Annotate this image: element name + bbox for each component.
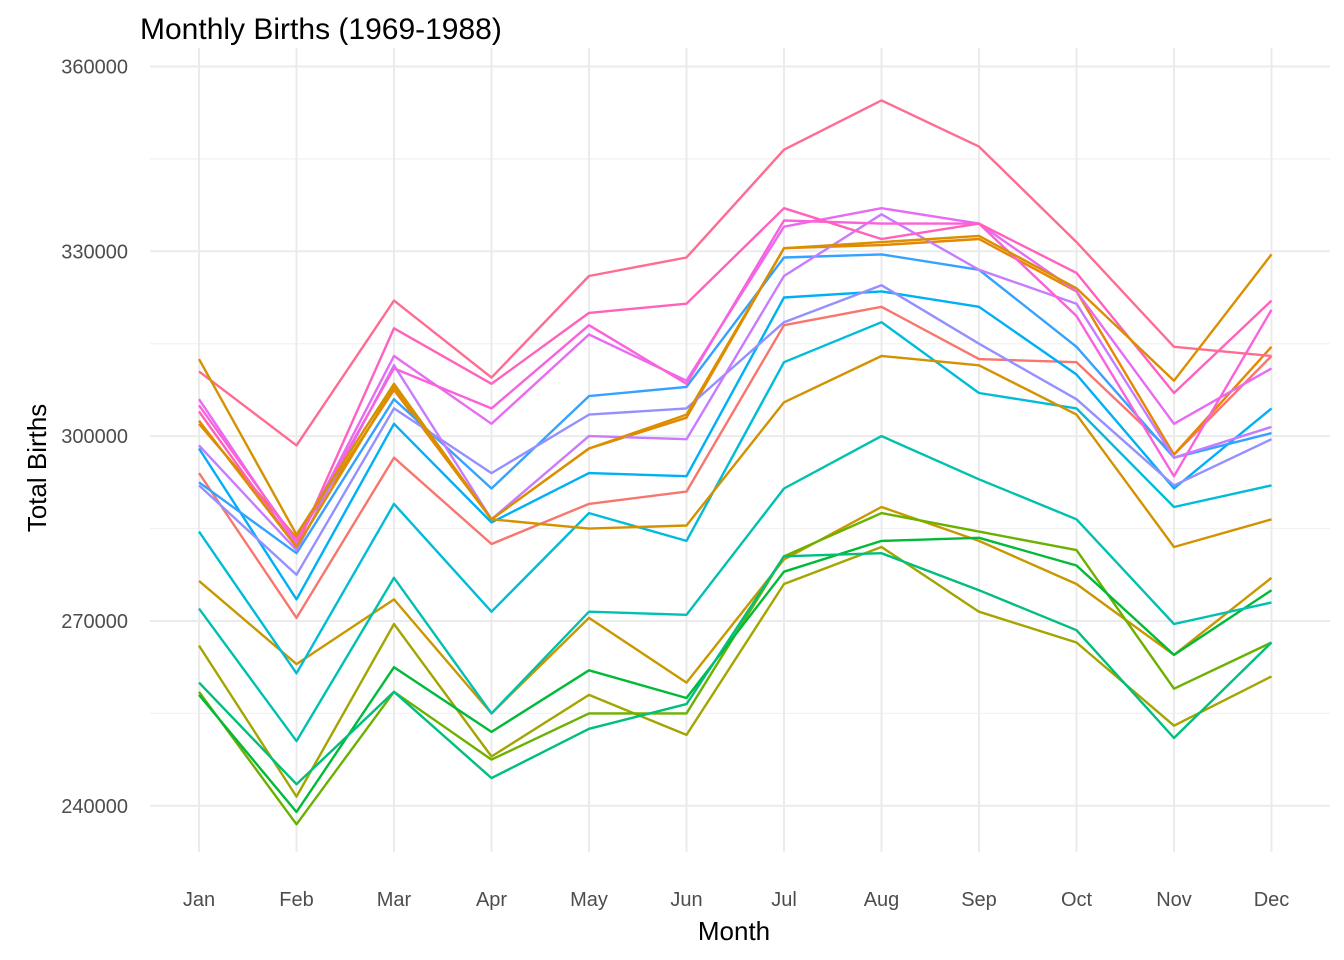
x-axis-title: Month	[698, 916, 770, 946]
series-line-17	[198, 99, 1272, 447]
x-tick-label: May	[570, 889, 608, 911]
series-line-9	[198, 321, 1272, 675]
y-tick-label: 330000	[61, 241, 128, 263]
grid	[150, 48, 1330, 852]
x-tick-label: Sep	[961, 889, 997, 911]
x-tick-label: Jun	[670, 889, 702, 911]
series-line-14	[198, 206, 1273, 546]
x-axis-ticks: Jan Feb Mar Apr May Jun Jul Aug Sep Oct Nov Dec	[183, 889, 1289, 911]
y-tick-label: 240000	[61, 796, 128, 818]
series-line-15	[198, 219, 1273, 543]
series-line-8	[198, 434, 1272, 743]
chart-title: Monthly Births (1969-1988)	[140, 13, 502, 46]
x-tick-label: Oct	[1061, 889, 1093, 911]
series-line-4	[197, 545, 1273, 798]
series-line-11	[198, 253, 1272, 555]
x-tick-label: Feb	[279, 889, 313, 911]
series-line-1	[198, 305, 1273, 620]
series-line-16	[198, 206, 1273, 549]
x-tick-label: Apr	[476, 889, 507, 911]
x-tick-label: Jul	[771, 889, 797, 911]
x-tick-label: Jan	[183, 889, 215, 911]
y-tick-label: 360000	[61, 56, 128, 78]
series-line-6	[198, 536, 1273, 814]
y-axis-title: Total Births	[22, 404, 52, 533]
x-tick-label: Nov	[1156, 889, 1192, 911]
series-line-7	[198, 552, 1273, 786]
x-tick-label: Aug	[864, 889, 900, 911]
series-line-10	[197, 290, 1273, 601]
series-lines	[197, 99, 1273, 826]
series-line-3	[198, 505, 1273, 715]
series-line-18	[197, 354, 1272, 549]
y-tick-label: 270000	[61, 611, 128, 633]
x-tick-label: Mar	[377, 889, 412, 911]
y-axis-ticks: 240000 270000 300000 330000 360000	[61, 56, 128, 817]
series-line-19	[198, 234, 1273, 549]
x-tick-label: Dec	[1254, 889, 1290, 911]
y-tick-label: 300000	[61, 426, 128, 448]
series-line-12	[198, 284, 1273, 576]
series-line-13	[198, 213, 1272, 552]
